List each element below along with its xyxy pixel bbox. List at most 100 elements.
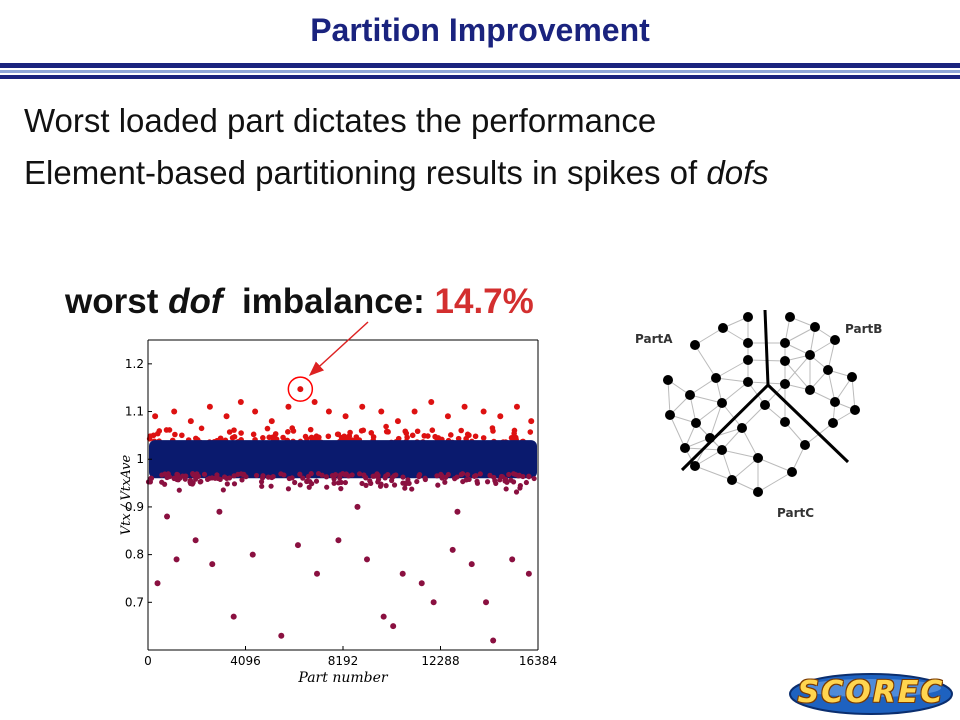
noise-point-upper — [172, 431, 178, 438]
noise-point-upper — [334, 431, 341, 438]
noise-point-lower — [510, 471, 517, 477]
noise-point-lower — [221, 474, 228, 480]
noise-point-lower — [506, 471, 512, 478]
upper-outlier-point — [342, 413, 349, 420]
noise-point-lower — [359, 480, 365, 487]
upper-outlier-point — [461, 403, 468, 410]
noise-point-lower — [391, 473, 397, 479]
mesh-node — [805, 350, 815, 360]
noise-point-upper — [455, 435, 462, 442]
noise-point-upper — [447, 432, 454, 438]
mesh-edge — [689, 377, 717, 396]
plot-layer — [145, 376, 537, 644]
bullet-1-text: Worst loaded part dictates the performan… — [24, 102, 657, 139]
upper-outlier-point — [428, 399, 435, 405]
upper-outlier-point — [223, 413, 230, 420]
upper-outlier-point — [268, 418, 275, 425]
mesh-edge — [827, 339, 836, 371]
mesh-edge — [851, 376, 856, 411]
lower-outlier-point — [449, 546, 456, 553]
noise-point-lower — [422, 475, 428, 481]
noise-point-lower — [224, 481, 230, 487]
mesh-edge — [834, 376, 853, 403]
mesh-node — [787, 467, 797, 477]
noise-point-lower — [460, 478, 466, 485]
noise-point-lower — [435, 482, 441, 488]
mesh-node — [717, 398, 727, 408]
y-tick-label: 0.8 — [125, 548, 144, 562]
mesh-node — [830, 397, 840, 407]
noise-point-lower — [206, 475, 213, 481]
lower-outlier-point — [173, 556, 180, 563]
noise-point-lower — [159, 479, 165, 485]
noise-point-lower — [259, 483, 265, 489]
x-tick-label: 16384 — [519, 654, 557, 668]
x-tick-label: 12288 — [421, 654, 459, 668]
noise-point-lower — [458, 471, 464, 478]
mesh-node — [743, 355, 753, 365]
x-tick-label: 0 — [144, 654, 152, 668]
noise-point-lower — [391, 482, 398, 488]
noise-point-upper — [264, 425, 271, 432]
partition-diagram: PartA PartB PartC — [635, 309, 882, 520]
noise-point-lower — [474, 478, 480, 484]
noise-point-upper — [238, 430, 244, 436]
imbalance-scatter-chart: 0 4096 8192 12288 16384 0.7 0.8 0.9 1 1.1 1.2 Part… — [120, 339, 557, 686]
y-tick-label: 1 — [136, 452, 144, 466]
noise-point-lower — [497, 477, 503, 483]
upper-outlier-point — [187, 418, 194, 425]
mesh-edge — [784, 360, 811, 391]
mesh-node — [828, 418, 838, 428]
noise-point-lower — [220, 487, 226, 493]
noise-point-upper — [325, 433, 332, 440]
noise-point-upper — [511, 430, 517, 437]
mesh-nodes — [663, 312, 860, 497]
noise-point-lower — [487, 472, 493, 478]
noise-point-lower — [332, 472, 339, 478]
y-tick-label: 1.2 — [125, 357, 144, 371]
lower-outlier-point — [380, 613, 387, 620]
noise-point-lower — [503, 486, 509, 492]
upper-outlier-point — [394, 418, 401, 425]
noise-point-upper — [290, 428, 297, 434]
mesh-node — [810, 322, 820, 332]
noise-point-lower — [214, 472, 220, 478]
upper-outlier-point — [206, 403, 213, 410]
callout-emph: dof — [168, 282, 223, 321]
noise-point-lower — [265, 474, 271, 480]
mesh-node — [753, 453, 763, 463]
lower-outlier-point — [509, 556, 516, 563]
noise-point-upper — [179, 432, 185, 439]
tick-layer: 0 4096 8192 12288 16384 0.7 0.8 0.9 1 1.1 1.2 — [125, 357, 557, 668]
mesh-edge — [694, 437, 711, 467]
label-partc: PartC — [777, 506, 814, 520]
upper-outlier-point — [513, 403, 520, 410]
noise-point-lower — [297, 471, 303, 477]
noise-point-lower — [374, 471, 380, 477]
upper-outlier-point — [528, 418, 535, 425]
upper-outlier-point — [444, 413, 451, 420]
noise-point-lower — [243, 474, 249, 480]
scorec-logo: SCOREC — [788, 672, 954, 716]
noise-point-lower — [292, 479, 298, 486]
noise-point-lower — [513, 489, 520, 495]
noise-point-lower — [382, 475, 388, 481]
noise-point-lower — [464, 472, 471, 478]
lower-outlier-point — [483, 599, 490, 606]
noise-point-lower — [492, 478, 498, 484]
noise-point-lower — [409, 486, 415, 492]
noise-point-lower — [400, 474, 406, 480]
mesh-node — [743, 338, 753, 348]
mesh-edge — [689, 394, 723, 404]
label-parta: PartA — [635, 332, 673, 346]
noise-point-lower — [313, 478, 320, 484]
noise-point-lower — [383, 483, 389, 489]
noise-point-upper — [231, 434, 238, 440]
noise-point-upper — [464, 431, 471, 438]
noise-point-upper — [458, 427, 464, 434]
noise-point-lower — [197, 479, 203, 485]
mesh-node — [690, 340, 700, 350]
lower-outlier-point — [249, 551, 256, 558]
upper-outlier-point — [311, 399, 318, 405]
lower-outlier-point — [430, 599, 437, 606]
